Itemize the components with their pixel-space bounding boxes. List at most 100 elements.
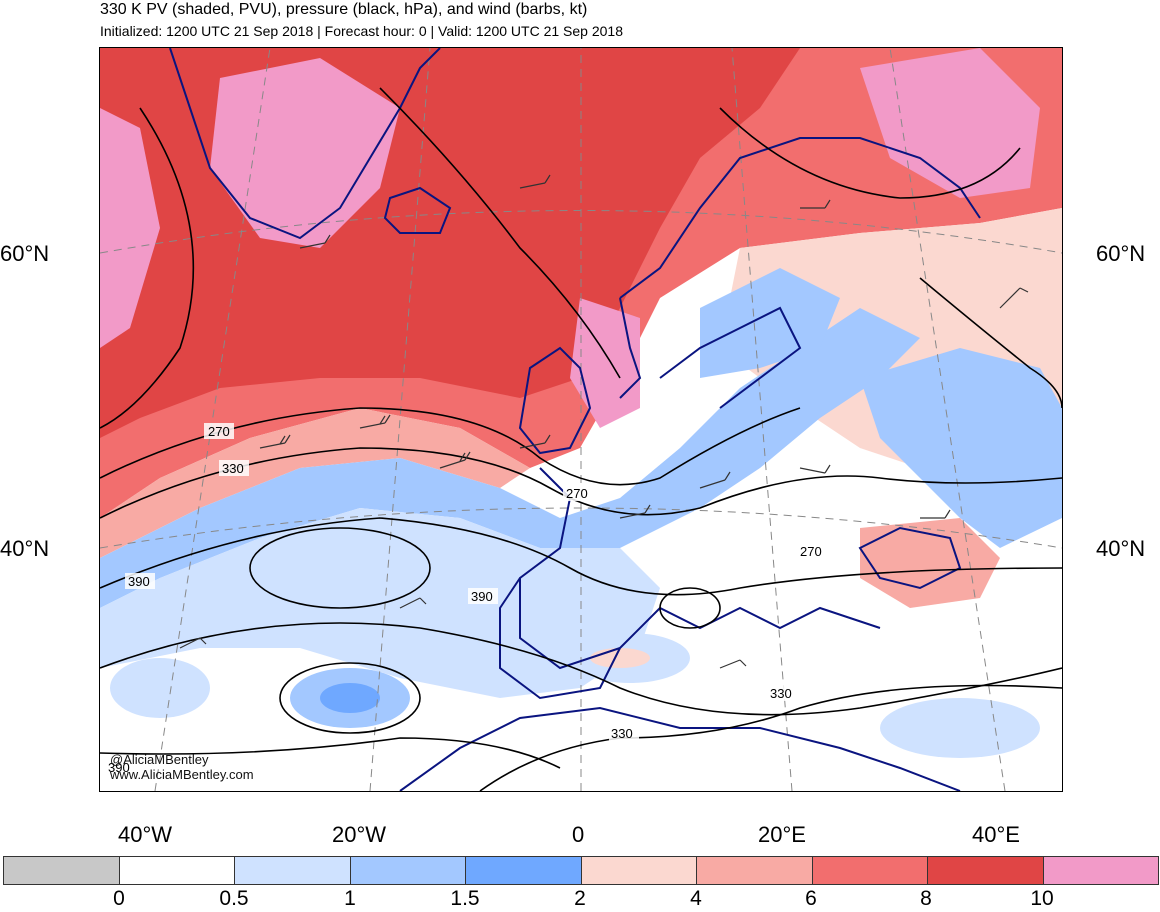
- pv-blue-blob-atlantic-2: [110, 658, 210, 718]
- contour-closed-atlantic: [249, 527, 431, 609]
- colorbar-swatch: [119, 857, 235, 884]
- wind-barb: [359, 414, 391, 429]
- contour-east-1: [919, 277, 1062, 409]
- pv-dark-blob-atlantic-1: [320, 683, 380, 713]
- coast-baltic: [659, 306, 802, 409]
- contour-label-1: 270: [208, 424, 230, 439]
- coast-iceland: [383, 186, 452, 234]
- contour-label-bg-7: [106, 759, 136, 775]
- contour-390-a: [100, 517, 1062, 596]
- lon-line-20e: [731, 48, 793, 791]
- wind-barb: [619, 504, 651, 519]
- colorbar-tick-label: 2: [574, 887, 586, 910]
- colorbar-tick-label: 1.5: [450, 887, 480, 910]
- colorbar-swatch: [928, 857, 1044, 884]
- credit-twitter: @AliciaMBentley: [110, 752, 209, 767]
- contour-270-a: [100, 407, 801, 486]
- colorbar-swatch: [581, 857, 697, 884]
- contour-label-bg-3: [563, 485, 593, 501]
- colorbar-tick-label: 8: [920, 887, 932, 910]
- lon-label-0: 0: [572, 822, 585, 847]
- colorbar: [3, 856, 1159, 885]
- wind-barb: [699, 471, 731, 489]
- lon-label-40w: 40°W: [118, 822, 173, 847]
- contour-label-7: 390: [108, 760, 130, 775]
- contour-label-bg-6: [468, 588, 498, 604]
- contour-330-a: [100, 447, 1062, 519]
- coast-scandinavia: [619, 137, 981, 299]
- contour-closed-atlantic-2: [279, 662, 421, 734]
- contour-label-9: 330: [611, 726, 633, 741]
- contour-closed-med: [659, 587, 721, 629]
- colorbar-swatch: [466, 857, 582, 884]
- colorbar-swatch: [812, 857, 928, 884]
- pressure-contours: [100, 87, 1062, 791]
- coast-africa: [399, 706, 961, 791]
- contour-label-2: 330: [222, 461, 244, 476]
- wind-barb: [999, 287, 1029, 309]
- pv-blue-blob-east: [880, 698, 1040, 758]
- coast-iberia: [499, 577, 621, 700]
- contour-north-2: [379, 87, 621, 379]
- lat-label-40n-left: 40°N: [0, 536, 50, 561]
- colorbar-tick-label: 10: [1030, 887, 1054, 910]
- contour-label-bg-5: [125, 573, 155, 589]
- colorbar-swatch: [4, 857, 120, 884]
- coast-norway-south: [619, 297, 642, 399]
- lon-label-20e: 20°E: [758, 822, 806, 847]
- wind-barb: [519, 174, 551, 189]
- contour-label-5: 390: [128, 574, 150, 589]
- contour-north-1: [100, 107, 195, 429]
- wind-barb: [519, 434, 551, 449]
- colorbar-swatch: [235, 857, 351, 884]
- wind-barb: [259, 434, 291, 449]
- lat-label-60n-right: 60°N: [1096, 241, 1146, 266]
- contour-label-bg-9: [609, 725, 639, 741]
- colorbar-tick-label: 6: [805, 887, 817, 910]
- pv-pink-turkey: [860, 518, 1000, 608]
- contour-label-4: 270: [800, 544, 822, 559]
- pv-pink-greenland: [210, 58, 400, 248]
- credit-website: www.AliciaMBentley.com: [110, 767, 254, 782]
- wind-barb: [800, 199, 831, 209]
- colorbar-tick-label: 0: [113, 887, 125, 910]
- pv-blue-east: [860, 348, 1062, 548]
- contour-330-b: [479, 684, 1062, 791]
- contour-label-8: 330: [770, 686, 792, 701]
- contour-label-bg-8: [768, 685, 798, 701]
- contour-label-bg-2: [219, 460, 249, 476]
- wind-barb: [920, 509, 951, 519]
- contour-390-b: [100, 622, 1062, 716]
- colorbar-swatch: [1043, 857, 1158, 884]
- colorbar-tick-label: 0.5: [219, 887, 249, 910]
- pv-blue-jet: [100, 308, 920, 608]
- coast-uk: [518, 346, 592, 455]
- contour-330-c: [100, 737, 561, 769]
- contour-north-3: [719, 107, 1021, 199]
- colorbar-swatch: [697, 857, 813, 884]
- wind-barb: [439, 451, 471, 469]
- pv-map-svg: 270 330 270 270 390 390 390 330 330: [100, 48, 1062, 791]
- contour-label-bg-1: [204, 423, 234, 439]
- wind-barb: [299, 234, 331, 249]
- lat-label-60n-left: 60°N: [0, 241, 50, 266]
- wind-barb: [399, 597, 427, 609]
- wind-barb: [719, 659, 747, 669]
- colorbar-swatch: [350, 857, 466, 884]
- lat-label-40n-right: 40°N: [1096, 536, 1146, 561]
- colorbar-tick-label: 1: [344, 887, 356, 910]
- map-subtitle: Initialized: 1200 UTC 21 Sep 2018 | Fore…: [100, 23, 623, 39]
- lon-label-40e: 40°E: [972, 822, 1020, 847]
- colorbar-tick-label: 4: [690, 887, 702, 910]
- lon-label-20w: 20°W: [332, 822, 387, 847]
- pv-pink-blob-med: [590, 648, 650, 668]
- pv-blue-scand: [700, 268, 840, 378]
- graticule: [100, 48, 1062, 791]
- pv-map-panel: 270 330 270 270 390 390 390 330 330: [99, 47, 1063, 792]
- pv-pink-ne: [860, 48, 1040, 198]
- pv-mid-arc: [100, 408, 530, 558]
- pv-pink-nw: [100, 108, 160, 348]
- contour-label-6: 390: [471, 589, 493, 604]
- wind-barb: [179, 637, 207, 649]
- contour-label-3: 270: [566, 486, 588, 501]
